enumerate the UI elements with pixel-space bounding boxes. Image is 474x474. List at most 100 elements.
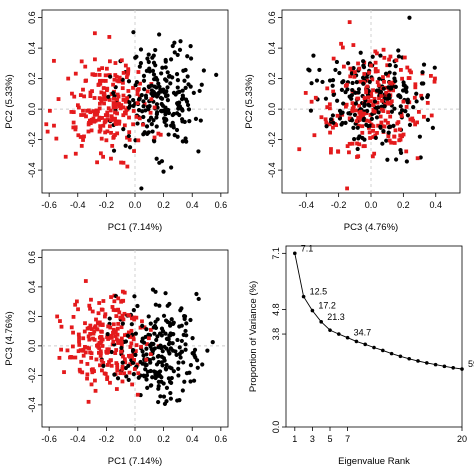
point-group-b [153,47,158,53]
point-group-a [97,335,102,340]
series-point [363,342,368,347]
point-group-b [120,77,125,82]
point-group-a [112,330,117,335]
point-group-b [392,76,397,81]
point-group-a [98,353,103,358]
point-group-b [361,63,366,68]
point-group-b [148,321,153,326]
point-group-a [98,323,103,327]
point-group-a [345,144,350,149]
point-group-b [154,156,159,161]
point-group-b [151,356,156,361]
point-group-a [116,94,121,99]
point-group-b [144,327,149,332]
point-group-a [131,335,135,339]
point-group-a [70,344,75,349]
point-group-b [153,370,159,375]
point-group-b [339,87,345,93]
point-group-a [364,86,369,91]
point-group-b [146,130,151,135]
point-group-a [369,91,374,96]
point-group-a [86,122,91,127]
point-group-a [124,75,129,80]
point-group-b [173,349,178,354]
point-group-b [414,91,419,96]
point-group-b [425,117,431,122]
y-tick-label: -0.2 [27,132,37,148]
point-group-b [387,70,392,75]
point-group-a [413,82,418,87]
point-group-b [187,118,192,124]
point-group-b [132,294,137,299]
point-group-a [94,357,99,362]
point-group-a [352,74,357,79]
point-group-b [164,399,169,404]
point-group-a [327,122,332,127]
point-group-b [133,83,138,88]
point-group-a [114,98,119,103]
point-group-a [136,88,140,92]
point-group-a [148,327,153,332]
point-group-b [159,89,164,94]
point-group-a [111,322,116,327]
point-group-b [351,66,356,71]
point-group-a [93,388,98,393]
point-group-b [167,379,173,384]
point-group-a [100,344,105,348]
point-group-b [386,130,391,135]
x-tick-label: 0.0 [129,434,142,444]
point-group-a [348,74,353,79]
point-group-a [121,105,126,110]
point-group-a [52,58,56,63]
point-group-a [79,143,84,148]
point-group-a [399,68,403,72]
point-group-a [123,357,127,362]
point-group-b [133,55,138,60]
y-tick-label: -0.2 [267,132,277,148]
point-group-a [373,67,378,71]
point-group-a [135,362,140,367]
panel-top-left: -0.6 -0.4 -0.2 0.0 0.2 0.4 0.6 -0.4 -0.2 0.0 0.2 0.… [4,9,229,233]
point-group-b [421,81,426,86]
point-group-a [121,93,126,98]
point-group-b [159,345,164,351]
point-group-a [77,339,81,344]
point-group-a [364,90,369,95]
point-group-b [161,394,167,399]
series-point [407,356,412,361]
point-group-b [166,107,171,113]
point-group-a [135,101,140,105]
point-group-a [73,127,78,132]
point-group-b [178,39,183,44]
point-group-a [76,307,80,312]
point-group-a [85,326,90,331]
point-group-a [89,297,93,302]
point-group-b [149,122,154,127]
point-group-b [356,136,361,141]
point-group-a [125,96,130,101]
point-group-a [123,333,127,338]
point-group-a [80,370,85,375]
point-group-a [353,108,358,113]
point-group-b [362,137,367,142]
point-group-b [151,325,156,330]
point-group-a [81,108,85,113]
point-group-b [144,346,149,351]
point-group-a [78,348,83,353]
point-group-a [405,65,410,70]
point-group-a [142,325,147,330]
point-group-b [129,322,134,327]
point-group-b [143,367,148,372]
point-group-b [182,314,187,319]
point-group-b [364,75,369,80]
point-group-a [86,399,91,404]
x-tick-label: 0.6 [215,434,228,444]
point-group-a [109,295,113,299]
point-group-b [331,120,336,125]
point-group-a [375,51,379,56]
point-group-b [372,99,378,104]
point-group-a [116,338,120,343]
point-group-a [136,138,141,143]
point-group-a [111,101,116,105]
point-group-b [141,114,146,120]
